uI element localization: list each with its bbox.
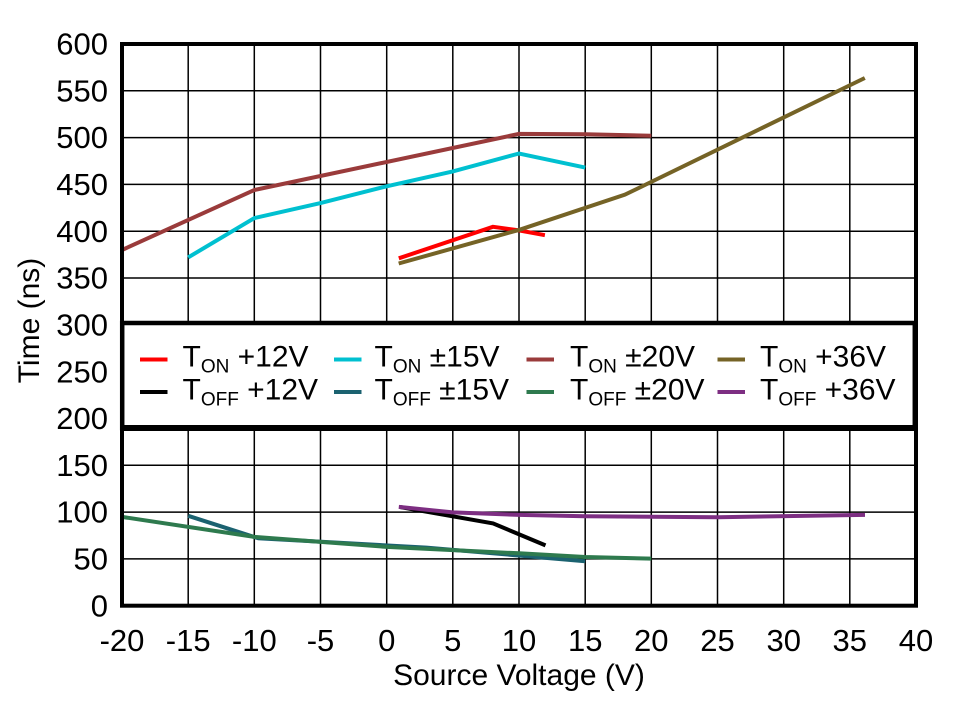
svg-text:350: 350 bbox=[56, 261, 108, 296]
svg-text:10: 10 bbox=[502, 623, 536, 658]
svg-text:200: 200 bbox=[56, 401, 108, 436]
svg-text:30: 30 bbox=[766, 623, 800, 658]
svg-text:15: 15 bbox=[568, 623, 602, 658]
svg-text:35: 35 bbox=[833, 623, 867, 658]
svg-text:TOFF ±15V: TOFF ±15V bbox=[375, 374, 510, 411]
svg-text:Time (ns): Time (ns) bbox=[13, 258, 46, 384]
svg-text:100: 100 bbox=[56, 495, 108, 530]
svg-text:40: 40 bbox=[899, 623, 933, 658]
svg-text:Source Voltage (V): Source Voltage (V) bbox=[393, 659, 645, 692]
svg-text:TOFF +12V: TOFF +12V bbox=[183, 374, 319, 411]
svg-text:20: 20 bbox=[634, 623, 668, 658]
svg-text:-10: -10 bbox=[232, 623, 277, 658]
svg-text:-15: -15 bbox=[166, 623, 211, 658]
svg-text:150: 150 bbox=[56, 448, 108, 483]
svg-text:-20: -20 bbox=[100, 623, 145, 658]
svg-text:25: 25 bbox=[700, 623, 734, 658]
svg-text:0: 0 bbox=[378, 623, 395, 658]
svg-text:50: 50 bbox=[74, 542, 108, 577]
svg-text:500: 500 bbox=[56, 120, 108, 155]
svg-text:450: 450 bbox=[56, 167, 108, 202]
svg-text:600: 600 bbox=[56, 27, 108, 62]
svg-text:0: 0 bbox=[91, 588, 108, 623]
svg-text:400: 400 bbox=[56, 214, 108, 249]
svg-text:300: 300 bbox=[56, 307, 108, 342]
svg-text:-5: -5 bbox=[307, 623, 335, 658]
svg-text:550: 550 bbox=[56, 73, 108, 108]
svg-text:250: 250 bbox=[56, 354, 108, 389]
svg-text:5: 5 bbox=[444, 623, 461, 658]
